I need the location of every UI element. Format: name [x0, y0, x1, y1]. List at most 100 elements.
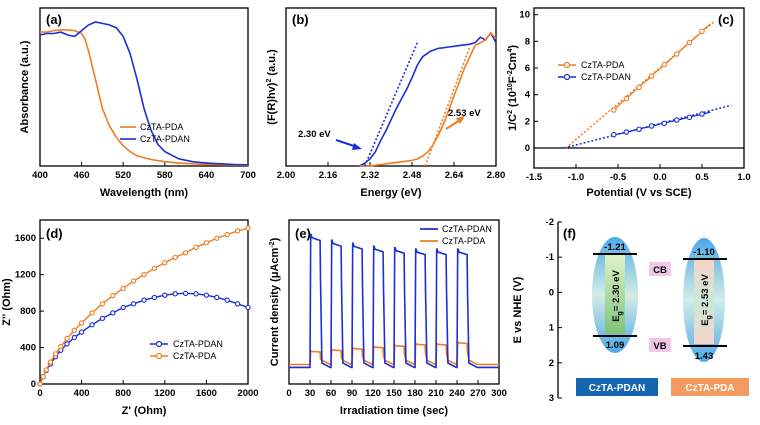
x-tick-label: 2.16	[319, 170, 338, 181]
series-line	[359, 31, 497, 167]
panel-d: (d) 0 400 800 1200 1600 2000 0 400 800 1200 1600 Z…	[1, 219, 259, 417]
data-point	[699, 28, 705, 35]
x-tick-label: 0.5	[695, 172, 709, 183]
data-point	[40, 374, 46, 380]
x-tick-label: 2.32	[361, 170, 380, 181]
legend-label: CzTA-PDA	[173, 351, 216, 361]
cb-tag	[649, 262, 671, 276]
panel-label: (c)	[718, 12, 734, 27]
y-tick-label: 2	[525, 116, 530, 127]
x-tick-label: 210	[428, 388, 444, 399]
data-point	[141, 297, 147, 303]
panel-a: (a) 400 460 520 580 640 700 Wavelength (nm) A…	[19, 7, 256, 199]
data-point	[78, 320, 85, 326]
data-point	[52, 351, 59, 357]
material-box-pdan	[576, 378, 658, 396]
series-line	[39, 227, 249, 385]
x-axis-label: Energy (eV)	[360, 187, 421, 199]
data-point	[47, 359, 54, 365]
y-axis-label: Absorbance (a.u.)	[19, 40, 31, 133]
y-tick-label: 4	[525, 90, 531, 101]
x-tick-label: -1.5	[526, 172, 543, 183]
x-axis-label: Z' (Ohm)	[122, 405, 167, 417]
y-ticks: -2 -1 0 1 2 3	[546, 217, 562, 404]
x-tick-label: 640	[198, 170, 214, 181]
panel-b: (b) 2.00 2.16 2.32 2.48 2.64 2.80 Energy (eV)…	[266, 7, 505, 199]
plot-frame	[285, 7, 497, 167]
plot-frame	[533, 7, 745, 169]
panel-e: (e) 0 30 60 90 120 150 180 210 240 270 300 Irradia…	[269, 219, 507, 417]
x-tick-label: 800	[115, 388, 131, 399]
data-point	[648, 73, 655, 79]
series-line	[40, 29, 249, 167]
y-axis-label: Current density (μAcm-2)	[269, 237, 281, 366]
legend-label: CzTA-PDA	[442, 236, 485, 246]
y-axis-label: (F(R)hv)2 (a.u.)	[266, 49, 278, 125]
x-tick-label: 30	[305, 388, 316, 399]
data-point	[71, 327, 77, 333]
tangent-line	[424, 46, 471, 167]
data-point	[162, 292, 168, 298]
data-point	[224, 297, 230, 303]
y-tick-label: 2	[549, 358, 554, 369]
x-tick-label: 520	[115, 170, 131, 181]
legend-label: CzTA-PDA	[140, 122, 183, 132]
y-tick-label: 0	[31, 379, 36, 390]
series-group	[37, 225, 251, 387]
x-tick-label: -1.0	[568, 172, 584, 183]
x-tick-label: 180	[407, 388, 423, 399]
x-tick-label: 400	[32, 170, 48, 181]
data-point	[214, 235, 220, 241]
material-name: CzTA-PDA	[685, 383, 734, 394]
data-point	[623, 129, 630, 135]
x-tick-label: 700	[240, 170, 256, 181]
band-gap-label: Eg= 2.53 eV	[700, 274, 713, 326]
legend: CzTA-PDA CzTA-PDAN	[558, 60, 631, 82]
data-point	[130, 278, 137, 284]
data-point	[686, 39, 693, 46]
legend-label: CzTA-PDAN	[442, 224, 492, 234]
y-tick-label: 0	[525, 143, 530, 154]
x-tick-label: 2000	[237, 388, 258, 399]
data-point	[110, 292, 116, 299]
data-point	[636, 126, 642, 133]
x-tick-label: 120	[365, 388, 381, 399]
tangent-line	[364, 42, 419, 167]
cb-value: -1.10	[693, 247, 715, 258]
y-tick-label: 400	[20, 343, 36, 354]
data-point	[64, 341, 70, 347]
axis-ticks: -1.5 -1.0 -0.5 0.0 0.5 1.0 0 2 4 6 8 10	[519, 10, 750, 183]
data-point	[120, 285, 126, 291]
x-tick-label: 60	[326, 388, 337, 399]
data-point	[661, 61, 667, 68]
x-ticks: 400 460 520 580 640 700	[32, 162, 256, 181]
panel-label: (a)	[46, 12, 62, 27]
data-point	[674, 51, 680, 57]
data-point	[58, 343, 64, 350]
x-tick-label: 270	[470, 388, 486, 399]
fit-line	[565, 20, 716, 149]
y-tick-label: -2	[546, 217, 554, 228]
y-tick-label: 3	[549, 393, 554, 404]
data-point	[99, 301, 106, 307]
series-group	[39, 21, 249, 167]
series-group	[289, 233, 499, 369]
x-axis-label: Potential (V vs SCE)	[586, 187, 691, 199]
x-ticks: 0 30 60 90 120 150 180 210 240 270 300	[286, 380, 507, 399]
data-point	[151, 294, 158, 301]
x-tick-label: 1.0	[737, 172, 750, 183]
data-point	[699, 111, 705, 117]
annotation-label: 2.30 eV	[298, 129, 331, 140]
data-point	[130, 301, 137, 307]
x-ticks: 2.00 2.16 2.32 2.48 2.64 2.80	[277, 162, 505, 181]
legend-label: CzTA-PDA	[581, 60, 624, 70]
y-tick-label: 0	[549, 287, 554, 298]
data-point	[182, 290, 189, 296]
data-point	[234, 228, 241, 234]
vb-tag	[649, 338, 671, 352]
data-point	[99, 315, 106, 322]
plot-frame	[39, 219, 249, 385]
band-gap-label: Eg= 2.30 eV	[611, 270, 624, 322]
data-point	[172, 291, 178, 297]
legend: CzTA-PDAN CzTA-PDA	[150, 339, 223, 361]
